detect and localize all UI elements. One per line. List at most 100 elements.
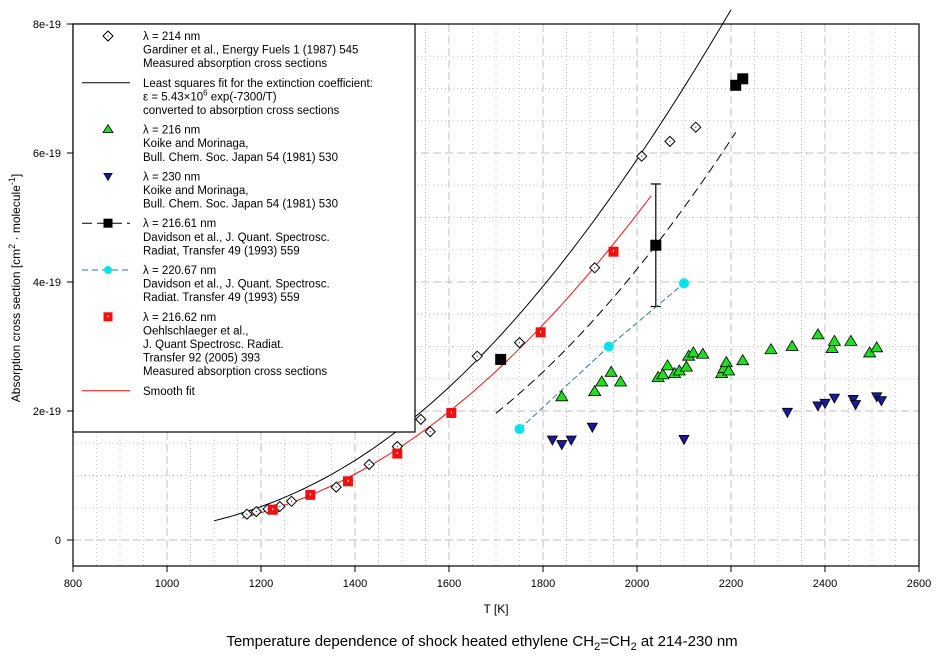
gardiner-point-dot bbox=[291, 500, 293, 502]
legend-label: λ = 216.61 nm bbox=[143, 218, 216, 230]
davidson-216-61-point bbox=[737, 73, 749, 85]
oehlschlaeger-point bbox=[608, 246, 619, 257]
legend-symbol-dot bbox=[107, 315, 109, 318]
koike-230-point bbox=[875, 396, 888, 407]
legend-label-sup: 6 bbox=[203, 88, 208, 97]
y-tick-label: 4e-19 bbox=[33, 277, 61, 289]
gardiner-point bbox=[588, 262, 601, 274]
y-axis-title: Absorption cross section [cm2 · molecule… bbox=[7, 174, 23, 402]
legend-label-part: exp(-7300/T) bbox=[208, 91, 277, 103]
caption-part: =CH bbox=[600, 633, 630, 650]
x-tick-label: 2400 bbox=[813, 578, 837, 590]
legend-entry: λ = 214 nm Gardiner et al., Energy Fuels … bbox=[102, 30, 358, 70]
legend-symbol bbox=[103, 172, 113, 182]
oehlschlaeger-point-dot bbox=[613, 250, 614, 253]
legend-label: λ = 230 nm bbox=[143, 171, 200, 183]
x-tick-label: 2600 bbox=[907, 578, 931, 590]
gardiner-point-dot bbox=[279, 505, 281, 507]
koike-230-point bbox=[847, 394, 859, 406]
gardiner-point-dot bbox=[335, 486, 337, 488]
legend-label: λ = 214 nm bbox=[143, 31, 200, 43]
koike-230-point bbox=[828, 393, 841, 404]
gardiner-point bbox=[415, 413, 427, 426]
koike-216-point bbox=[721, 364, 736, 376]
legend-label: Smooth fit bbox=[143, 386, 196, 398]
koike-216-point bbox=[587, 384, 602, 397]
gardiner-point-dot bbox=[368, 464, 370, 466]
gardiner-point bbox=[285, 495, 298, 508]
davidson-216-61-point-shape bbox=[737, 73, 749, 85]
davidson-216-61-point bbox=[650, 239, 662, 251]
davidson-220-67-point bbox=[679, 278, 689, 289]
caption-sub: 2 bbox=[594, 641, 600, 653]
x-tick-label: 2000 bbox=[625, 578, 649, 590]
davidson-216-61-line bbox=[495, 132, 737, 414]
gardiner-point-dot bbox=[594, 267, 596, 269]
y-axis-title-part: Absorption cross section [cm bbox=[9, 249, 23, 402]
y-axis-title-part: ] bbox=[9, 174, 23, 177]
legend-entry: Smooth fit bbox=[82, 386, 196, 398]
koike-216-point bbox=[656, 368, 670, 380]
koike-230-point bbox=[546, 435, 559, 446]
koike-216-point bbox=[613, 375, 628, 387]
legend-label: Oehlschlaeger et al., bbox=[143, 325, 248, 337]
oehlschlaeger-point-dot bbox=[272, 508, 274, 511]
legend-label-part: ε = 5.43×10 bbox=[143, 91, 203, 103]
legend-entry: λ = 216.61 nm Davidson et al., J. Quant. … bbox=[82, 218, 330, 257]
caption-part: Temperature dependence of shock heated e… bbox=[226, 633, 594, 650]
gardiner-point-dot bbox=[429, 431, 431, 433]
legend-symbol bbox=[103, 218, 113, 228]
caption-part: at 214-230 nm bbox=[637, 633, 738, 650]
chart-caption: Temperature dependence of shock heated e… bbox=[226, 633, 737, 653]
koike-216-point bbox=[785, 339, 799, 351]
koike-216-point bbox=[660, 359, 675, 371]
koike-216-point bbox=[827, 334, 842, 346]
davidson-220-67-point-dot bbox=[683, 281, 685, 284]
legend: λ = 214 nm Gardiner et al., Energy Fuels … bbox=[72, 23, 416, 433]
legend-box bbox=[72, 23, 416, 433]
x-tick-label: 1000 bbox=[155, 578, 179, 590]
gardiner-point bbox=[250, 505, 263, 518]
koike-230-point bbox=[565, 435, 577, 446]
gardiner-point bbox=[513, 336, 526, 349]
koike-216-point bbox=[696, 347, 710, 359]
legend-symbol bbox=[104, 266, 112, 274]
x-tick-label: 1600 bbox=[437, 578, 461, 590]
legend-label: λ = 220.67 nm bbox=[143, 265, 216, 277]
davidson-220-67-line bbox=[519, 282, 685, 430]
koike-216-point bbox=[686, 346, 701, 358]
legend-label: converted to absorption cross sections bbox=[143, 105, 339, 117]
legend-symbol bbox=[102, 123, 114, 134]
oehlschlaeger-point bbox=[535, 327, 546, 338]
legend-label: Radiat. Transfer 49 (1993) 559 bbox=[143, 292, 300, 304]
legend-label: Transfer 92 (2005) 393 bbox=[143, 353, 260, 365]
koike-216-point bbox=[604, 365, 618, 377]
legend-symbol-dot bbox=[107, 268, 109, 271]
koike-216-point bbox=[555, 390, 569, 402]
koike-230-point bbox=[678, 434, 690, 446]
legend-symbol bbox=[103, 312, 113, 322]
koike-230-point bbox=[812, 401, 824, 412]
legend-symbol-dot bbox=[107, 35, 109, 37]
koike-230-point bbox=[849, 400, 862, 411]
legend-label: Koike and Morinaga, bbox=[143, 185, 248, 197]
koike-230-point bbox=[556, 440, 568, 451]
series-layer bbox=[213, 9, 888, 522]
oehlschlaeger-point bbox=[446, 407, 457, 418]
y-tick-label: 2e-19 bbox=[33, 406, 61, 418]
koike-216-point bbox=[736, 353, 750, 366]
gardiner-point-dot bbox=[420, 418, 422, 420]
gardiner-point-dot bbox=[396, 445, 398, 447]
x-axis-title: T [K] bbox=[483, 602, 508, 616]
legend-label: Radiat, Transfer 49 (1993) 559 bbox=[143, 245, 300, 257]
x-tick-label: 1800 bbox=[531, 578, 555, 590]
legend-entry: λ = 230 nm Koike and Morinaga, Bull. Chem.… bbox=[103, 171, 338, 211]
oehlschlaeger-point bbox=[305, 489, 316, 500]
x-tick-label: 1200 bbox=[249, 578, 273, 590]
y-axis-title-part: · molecule bbox=[9, 185, 23, 244]
legend-label: Measured absorption cross sections bbox=[143, 366, 327, 378]
davidson-220-67-point bbox=[603, 341, 614, 352]
gardiner-point-dot bbox=[519, 342, 520, 344]
